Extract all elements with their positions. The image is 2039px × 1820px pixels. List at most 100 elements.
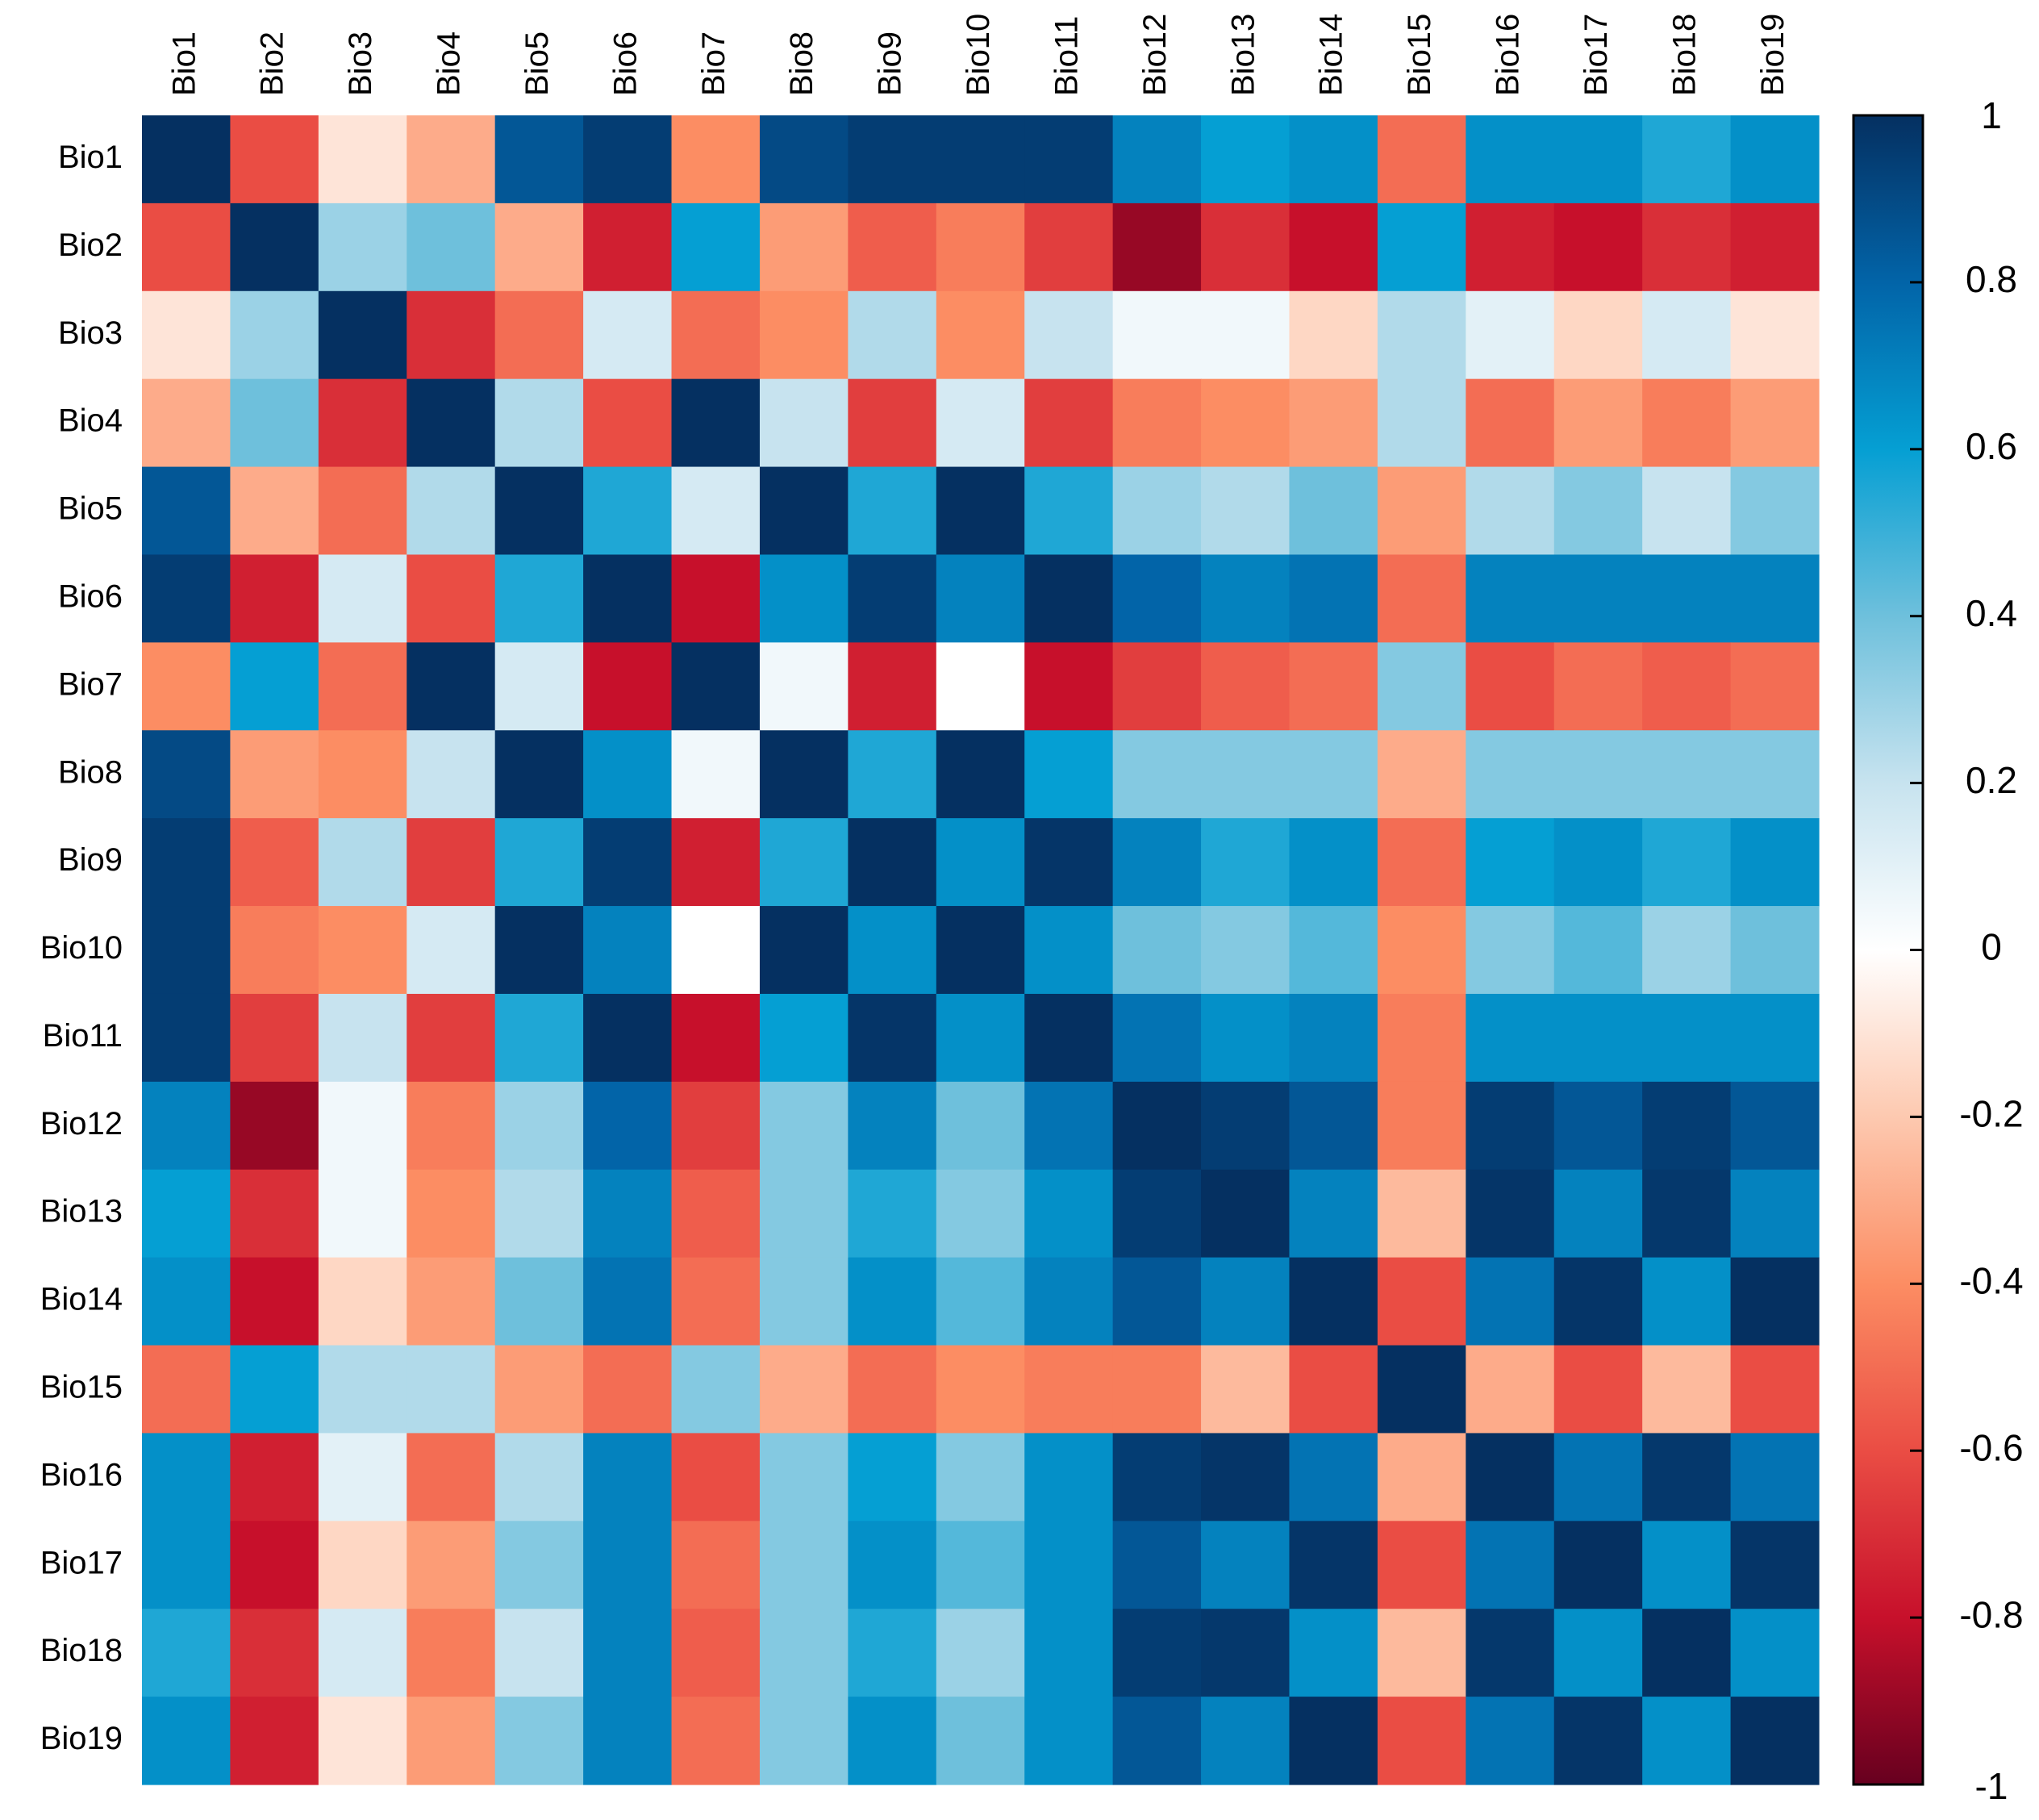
column-label-bio13: Bio13 xyxy=(1225,14,1261,96)
heatmap-cell-bio9-bio5 xyxy=(494,818,584,907)
heatmap-cell-bio6-bio13 xyxy=(1201,554,1291,643)
row-label-bio14: Bio14 xyxy=(40,1282,123,1317)
heatmap-cell-bio16-bio18 xyxy=(1642,1433,1732,1522)
heatmap-cell-bio18-bio7 xyxy=(671,1609,761,1697)
column-label-bio9: Bio9 xyxy=(873,31,908,96)
row-label-bio1: Bio1 xyxy=(58,140,123,175)
heatmap-cell-bio4-bio12 xyxy=(1112,378,1202,468)
heatmap-cell-bio19-bio16 xyxy=(1466,1697,1555,1785)
heatmap-cell-bio7-bio19 xyxy=(1730,642,1820,731)
heatmap-cell-bio18-bio17 xyxy=(1553,1609,1643,1697)
heatmap-cell-bio1-bio17 xyxy=(1553,115,1643,204)
heatmap-cell-bio12-bio4 xyxy=(407,1081,496,1171)
heatmap-cell-bio17-bio10 xyxy=(936,1521,1025,1609)
heatmap-cell-bio18-bio11 xyxy=(1024,1609,1114,1697)
row-label-bio7: Bio7 xyxy=(58,666,123,702)
heatmap-cell-bio9-bio19 xyxy=(1730,818,1820,907)
heatmap-cell-bio18-bio8 xyxy=(759,1609,849,1697)
heatmap-cell-bio16-bio9 xyxy=(848,1433,937,1522)
heatmap-cell-bio7-bio18 xyxy=(1642,642,1732,731)
heatmap-cell-bio15-bio12 xyxy=(1112,1345,1202,1434)
heatmap-cell-bio1-bio15 xyxy=(1377,115,1466,204)
heatmap-cell-bio1-bio11 xyxy=(1024,115,1114,204)
heatmap-cell-bio13-bio3 xyxy=(318,1169,407,1259)
heatmap-cell-bio1-bio9 xyxy=(848,115,937,204)
heatmap-cell-bio6-bio7 xyxy=(671,554,761,643)
heatmap-cell-bio16-bio10 xyxy=(936,1433,1025,1522)
heatmap-cell-bio14-bio8 xyxy=(759,1257,849,1346)
colorbar: 1 0.8 0.6 0.4 0.2 0 -0.2 -0.4 -0.6 -0.8 -1 xyxy=(1852,94,2024,1807)
heatmap-cell-bio3-bio16 xyxy=(1466,290,1555,380)
column-label-bio18: Bio18 xyxy=(1666,14,1702,96)
row-label-bio2: Bio2 xyxy=(58,228,123,263)
heatmap-cell-bio7-bio10 xyxy=(936,642,1025,731)
heatmap-cell-bio10-bio14 xyxy=(1289,906,1378,995)
heatmap-cell-bio11-bio2 xyxy=(230,993,319,1083)
column-label-bio8: Bio8 xyxy=(784,31,819,96)
heatmap-cell-bio1-bio14 xyxy=(1289,115,1378,204)
heatmap-cell-bio2-bio10 xyxy=(936,202,1025,292)
heatmap-cell-bio12-bio17 xyxy=(1553,1081,1643,1171)
heatmap-cell-bio7-bio14 xyxy=(1289,642,1378,731)
heatmap-cell-bio4-bio11 xyxy=(1024,378,1114,468)
heatmap-cell-bio3-bio8 xyxy=(759,290,849,380)
heatmap-cell-bio18-bio18 xyxy=(1642,1609,1732,1697)
heatmap-cell-bio10-bio5 xyxy=(494,906,584,995)
colorbar-tick-label: -0.8 xyxy=(1959,1593,2023,1635)
heatmap-cell-bio9-bio13 xyxy=(1201,818,1291,907)
heatmap-cell-bio15-bio11 xyxy=(1024,1345,1114,1434)
heatmap-cell-bio16-bio15 xyxy=(1377,1433,1466,1522)
heatmap-cell-bio5-bio16 xyxy=(1466,466,1555,556)
heatmap-cell-bio6-bio5 xyxy=(494,554,584,643)
column-labels: Bio1 Bio2 Bio3 Bio4 Bio5 Bio6 Bio7 Bio8 Bio9 Bio1… xyxy=(166,14,1791,96)
heatmap-cell-bio9-bio14 xyxy=(1289,818,1378,907)
heatmap-cell-bio11-bio15 xyxy=(1377,993,1466,1083)
heatmap-cell-bio16-bio5 xyxy=(494,1433,584,1522)
heatmap-cell-bio13-bio11 xyxy=(1024,1169,1114,1259)
heatmap-cell-bio14-bio3 xyxy=(318,1257,407,1346)
row-label-bio10: Bio10 xyxy=(40,930,123,966)
heatmap-cell-bio3-bio4 xyxy=(407,290,496,380)
heatmap-cell-bio15-bio3 xyxy=(318,1345,407,1434)
heatmap-cell-bio6-bio19 xyxy=(1730,554,1820,643)
heatmap-cell-bio6-bio14 xyxy=(1289,554,1378,643)
heatmap-cell-bio4-bio5 xyxy=(494,378,584,468)
heatmap-cell-bio8-bio14 xyxy=(1289,730,1378,819)
heatmap-cell-bio12-bio10 xyxy=(936,1081,1025,1171)
heatmap-cell-bio15-bio1 xyxy=(142,1345,231,1434)
heatmap-cell-bio4-bio8 xyxy=(759,378,849,468)
heatmap-cell-bio18-bio6 xyxy=(583,1609,673,1697)
row-label-bio12: Bio12 xyxy=(40,1106,123,1142)
heatmap-cell-bio9-bio12 xyxy=(1112,818,1202,907)
row-label-bio18: Bio18 xyxy=(40,1633,123,1668)
heatmap-cell-bio17-bio15 xyxy=(1377,1521,1466,1609)
heatmap-cell-bio4-bio10 xyxy=(936,378,1025,468)
row-label-bio15: Bio15 xyxy=(40,1370,123,1405)
heatmap-cell-bio14-bio13 xyxy=(1201,1257,1291,1346)
heatmap-cell-bio16-bio19 xyxy=(1730,1433,1820,1522)
heatmap-cell-bio6-bio9 xyxy=(848,554,937,643)
colorbar-tick-label: 0.4 xyxy=(1966,592,2017,634)
heatmap-cell-bio4-bio1 xyxy=(142,378,231,468)
heatmap-cell-bio11-bio7 xyxy=(671,993,761,1083)
heatmap-cell-bio19-bio19 xyxy=(1730,1697,1820,1785)
heatmap-cell-bio3-bio6 xyxy=(583,290,673,380)
heatmap-cell-bio10-bio8 xyxy=(759,906,849,995)
heatmap-cell-bio16-bio17 xyxy=(1553,1433,1643,1522)
heatmap-cell-bio13-bio5 xyxy=(494,1169,584,1259)
row-label-bio6: Bio6 xyxy=(58,578,123,614)
heatmap-cell-bio18-bio5 xyxy=(494,1609,584,1697)
heatmap-cell-bio17-bio19 xyxy=(1730,1521,1820,1609)
heatmap-cell-bio5-bio3 xyxy=(318,466,407,556)
heatmap-cell-bio17-bio14 xyxy=(1289,1521,1378,1609)
heatmap-cell-bio12-bio11 xyxy=(1024,1081,1114,1171)
heatmap-cell-bio19-bio13 xyxy=(1201,1697,1291,1785)
heatmap-cell-bio18-bio3 xyxy=(318,1609,407,1697)
heatmap-cell-bio1-bio6 xyxy=(583,115,673,204)
heatmap-cell-bio7-bio4 xyxy=(407,642,496,731)
row-label-bio8: Bio8 xyxy=(58,754,123,790)
heatmap-cell-bio13-bio16 xyxy=(1466,1169,1555,1259)
heatmap-cell-bio2-bio19 xyxy=(1730,202,1820,292)
heatmap-cell-bio17-bio2 xyxy=(230,1521,319,1609)
